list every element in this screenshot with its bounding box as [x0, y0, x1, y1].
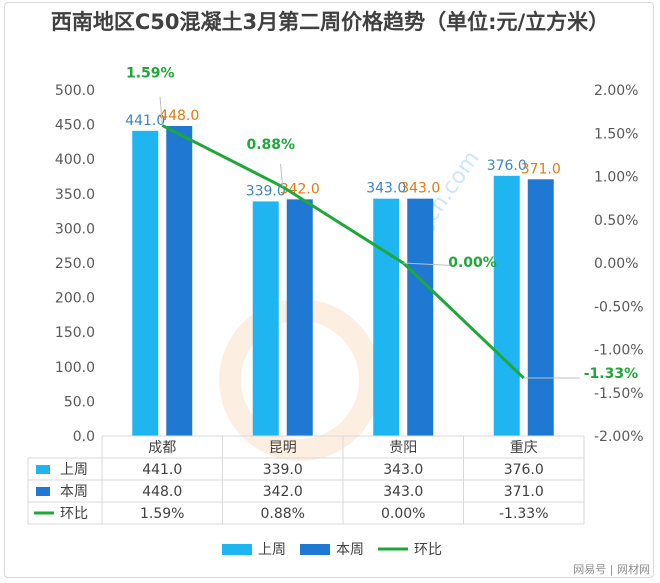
table-row-label: 上周 [60, 462, 88, 478]
y-left-tick-label: 250.0 [55, 256, 95, 272]
bar-data-label: 448.0 [159, 108, 199, 124]
y-left-tick-label: 500.0 [55, 83, 95, 99]
bar-last-week [373, 198, 400, 436]
y-left-tick-label: 150.0 [55, 325, 95, 341]
table-row-swatch [36, 465, 50, 474]
line-label-leader [403, 262, 451, 266]
y-right-tick-label: -1.00% [594, 343, 644, 359]
line-data-label: -1.33% [584, 366, 638, 382]
line-data-label: 0.00% [448, 255, 497, 271]
y-right-tick-label: 0.00% [594, 256, 638, 272]
bar-data-label: 371.0 [521, 161, 561, 177]
y-left-tick-label: 450.0 [55, 118, 95, 134]
table-header-cell: 重庆 [510, 440, 538, 456]
y-right-tick-label: 2.00% [594, 83, 638, 99]
bar-data-label: 342.0 [280, 181, 320, 197]
table-cell: 0.00% [381, 506, 425, 522]
table-cell: 342.0 [263, 484, 303, 500]
bar-last-week [493, 175, 520, 437]
footer-credit: 网易号 | 网材网 [573, 563, 650, 576]
bar-last-week [252, 201, 279, 436]
bar-this-week [286, 199, 313, 436]
chart-title: 西南地区C50混凝土3月第二周价格趋势（单位:元/立方米） [50, 10, 610, 34]
y-left-tick-label: 200.0 [55, 291, 95, 307]
y-right-tick-label: 1.00% [594, 170, 638, 186]
y-right-tick-label: 0.50% [594, 213, 638, 229]
table-cell: 343.0 [383, 462, 423, 478]
legend-label: 本周 [336, 542, 364, 558]
table-cell: 1.59% [140, 506, 184, 522]
table-cell: -1.33% [499, 506, 549, 522]
table-cell: 343.0 [383, 484, 423, 500]
y-right-tick-label: 1.50% [594, 126, 638, 142]
y-left-tick-label: 400.0 [55, 152, 95, 168]
bar-last-week [132, 130, 159, 436]
y-right-tick-label: -0.50% [594, 299, 644, 315]
legend-swatch [222, 544, 252, 555]
table-cell: 376.0 [504, 462, 544, 478]
y-left-tick-label: 0.0 [73, 429, 95, 445]
bar-data-label: 343.0 [366, 181, 406, 197]
bar-this-week [527, 179, 554, 436]
legend-label: 环比 [414, 542, 442, 558]
table-cell: 339.0 [263, 462, 303, 478]
y-left-tick-label: 50.0 [64, 394, 95, 410]
bar-this-week [166, 125, 193, 436]
y-left-tick-label: 350.0 [55, 187, 95, 203]
table-cell: 441.0 [142, 462, 182, 478]
line-data-label: 0.88% [246, 137, 295, 153]
table-cell: 371.0 [504, 484, 544, 500]
y-right-tick-label: -1.50% [594, 386, 644, 402]
table-cell: 448.0 [142, 484, 182, 500]
chart-frame [4, 2, 654, 578]
bar-data-label: 441.0 [125, 113, 165, 129]
table-header-cell: 贵阳 [389, 440, 417, 456]
bar-data-label: 343.0 [400, 181, 440, 197]
bar-this-week [407, 198, 434, 436]
bar-data-label: 376.0 [487, 158, 527, 174]
table-row-label: 本周 [60, 484, 88, 500]
table-cell: 0.88% [261, 506, 305, 522]
line-ratio [161, 124, 525, 380]
bar-data-label: 339.0 [246, 183, 286, 199]
table-header-cell: 昆明 [269, 440, 297, 456]
y-left-tick-label: 300.0 [55, 221, 95, 237]
line-label-leader [159, 96, 163, 126]
y-right-tick-label: -2.00% [594, 429, 644, 445]
y-left-tick-label: 100.0 [55, 360, 95, 376]
line-label-leader [280, 164, 284, 187]
legend-label: 上周 [258, 542, 286, 558]
table-row-swatch [36, 487, 50, 496]
table-header-cell: 成都 [148, 440, 176, 456]
line-data-label: 1.59% [126, 65, 175, 81]
legend-swatch [300, 544, 330, 555]
table-row-label: 环比 [60, 506, 88, 522]
